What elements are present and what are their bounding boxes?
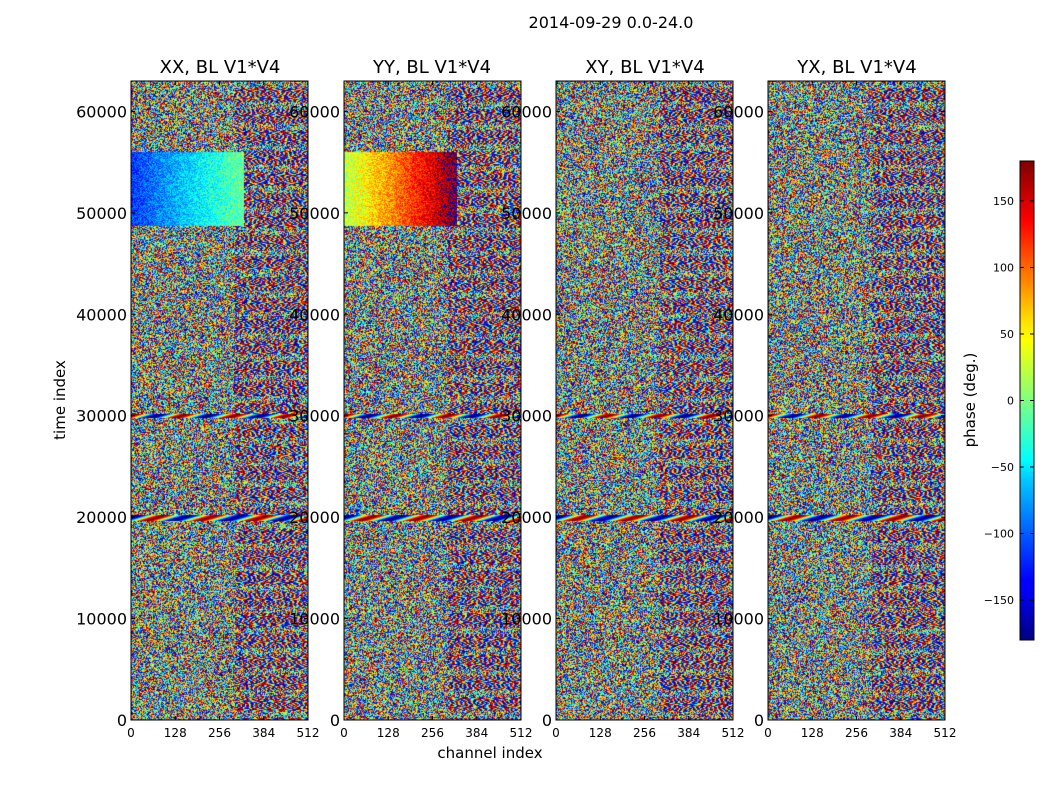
x-tick-label: 0 <box>340 726 348 740</box>
y-tick-label: 40000 <box>76 305 127 324</box>
x-axis-label: channel index <box>437 744 542 762</box>
x-ticks: 0 128 256 384 512 <box>340 81 532 740</box>
y-tick-label: 50000 <box>76 204 127 223</box>
y-tick-label: 50000 <box>289 204 340 223</box>
y-tick-label: 10000 <box>289 610 340 629</box>
x-tick-label: 512 <box>510 726 533 740</box>
y-tick-label: 40000 <box>501 305 552 324</box>
y-ticks: 0 10000 20000 30000 40000 50000 60000 <box>713 102 945 730</box>
panel-title: XX, BL V1*V4 <box>160 57 281 78</box>
y-tick-label: 30000 <box>713 407 764 426</box>
y-tick-label: 0 <box>330 711 340 730</box>
y-tick-label: 0 <box>754 711 764 730</box>
y-tick-label: 20000 <box>76 508 127 527</box>
colorbar-tick-label: 50 <box>1000 328 1014 341</box>
x-tick-label: 128 <box>164 726 187 740</box>
x-tick-label: 384 <box>889 726 912 740</box>
x-tick-label: 0 <box>764 726 772 740</box>
phase-heatmap <box>131 81 308 720</box>
x-tick-label: 384 <box>465 726 488 740</box>
y-axis-label: time index <box>51 360 69 440</box>
x-ticks: 0 128 256 384 512 <box>552 81 744 740</box>
x-tick-label: 512 <box>297 726 320 740</box>
x-tick-label: 384 <box>677 726 700 740</box>
x-tick-label: 512 <box>934 726 957 740</box>
chart-title: 2014-09-29 0.0-24.0 <box>529 13 694 32</box>
y-tick-label: 50000 <box>501 204 552 223</box>
y-ticks: 0 10000 20000 30000 40000 50000 60000 <box>289 102 521 730</box>
y-tick-label: 40000 <box>289 305 340 324</box>
colorbar: 150 100 50 0 −50 −100 −150 phase (deg.) <box>961 160 1035 641</box>
y-tick-label: 30000 <box>501 407 552 426</box>
y-tick-label: 30000 <box>289 407 340 426</box>
panel-yy: YY, BL V1*V4 0 128 256 384 512 0 10000 20000 30… <box>289 57 532 740</box>
x-tick-label: 256 <box>633 726 656 740</box>
colorbar-ticks: 150 100 50 0 −50 −100 −150 <box>984 195 1034 607</box>
x-tick-label: 128 <box>589 726 612 740</box>
y-tick-label: 20000 <box>289 508 340 527</box>
y-tick-label: 60000 <box>501 102 552 121</box>
colorbar-tick-label: −50 <box>991 461 1014 474</box>
y-tick-label: 60000 <box>289 102 340 121</box>
y-tick-label: 60000 <box>713 102 764 121</box>
phase-heatmap <box>556 81 733 720</box>
phase-heatmap <box>768 81 945 720</box>
y-tick-label: 10000 <box>713 610 764 629</box>
colorbar-label: phase (deg.) <box>961 353 979 448</box>
x-ticks: 0 128 256 384 512 <box>764 81 956 740</box>
y-ticks: 0 10000 20000 30000 40000 50000 60000 <box>501 102 733 730</box>
y-tick-label: 40000 <box>713 305 764 324</box>
y-tick-label: 20000 <box>501 508 552 527</box>
y-tick-label: 20000 <box>713 508 764 527</box>
x-tick-label: 256 <box>208 726 231 740</box>
colorbar-tick-label: 150 <box>993 195 1014 208</box>
panel-xx: XX, BL V1*V4 0 128 256 384 512 0 10000 20000 30… <box>76 57 319 740</box>
colorbar-gradient <box>1020 161 1034 640</box>
y-tick-label: 10000 <box>501 610 552 629</box>
x-tick-label: 384 <box>252 726 275 740</box>
y-tick-label: 30000 <box>76 407 127 426</box>
y-tick-label: 50000 <box>713 204 764 223</box>
panel-title: XY, BL V1*V4 <box>585 57 704 78</box>
y-tick-label: 60000 <box>76 102 127 121</box>
x-tick-label: 256 <box>845 726 868 740</box>
x-tick-label: 256 <box>421 726 444 740</box>
phase-heatmap <box>344 81 521 720</box>
x-ticks: 0 128 256 384 512 <box>127 81 319 740</box>
colorbar-tick-label: −150 <box>984 594 1014 607</box>
panel-xy: XY, BL V1*V4 0 128 256 384 512 0 10000 20000 30… <box>501 57 744 740</box>
panel-title: YY, BL V1*V4 <box>372 57 491 78</box>
y-tick-label: 0 <box>542 711 552 730</box>
panel-title: YX, BL V1*V4 <box>796 57 916 78</box>
x-tick-label: 128 <box>801 726 824 740</box>
colorbar-tick-label: 0 <box>1007 395 1014 408</box>
y-tick-label: 10000 <box>76 610 127 629</box>
x-tick-label: 128 <box>377 726 400 740</box>
y-ticks: 0 10000 20000 30000 40000 50000 60000 <box>76 102 308 730</box>
x-tick-label: 0 <box>127 726 135 740</box>
colorbar-tick-label: 100 <box>993 261 1014 274</box>
panel-yx: YX, BL V1*V4 0 128 256 384 512 0 10000 20000 30… <box>713 57 956 740</box>
y-tick-label: 0 <box>117 711 127 730</box>
x-tick-label: 512 <box>722 726 745 740</box>
colorbar-tick-label: −100 <box>984 528 1014 541</box>
x-tick-label: 0 <box>552 726 560 740</box>
